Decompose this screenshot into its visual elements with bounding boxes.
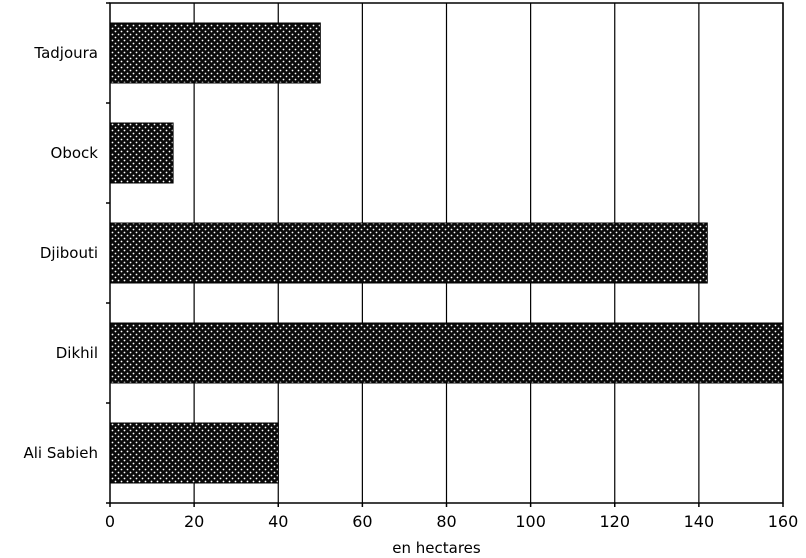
x-tick-label-140: 140 [684, 512, 715, 531]
bars-group [109, 22, 784, 484]
bar-tadjoura [109, 22, 321, 84]
category-label-djibouti: Djibouti [40, 244, 98, 262]
bar-obock [109, 122, 174, 184]
x-tick-label-20: 20 [184, 512, 204, 531]
x-axis-label: en hectares [392, 539, 481, 557]
x-tick-label-60: 60 [352, 512, 372, 531]
labels-group: Tadjoura Obock Djibouti Dikhil Ali Sabieh 0 20… [23, 44, 798, 531]
bar-dikhil [109, 322, 784, 384]
x-tick-label-0: 0 [105, 512, 115, 531]
bar-djibouti [109, 222, 708, 284]
category-label-tadjoura: Tadjoura [33, 44, 98, 62]
x-tick-label-160: 160 [768, 512, 799, 531]
x-tick-label-100: 100 [515, 512, 546, 531]
category-label-dikhil: Dikhil [56, 344, 98, 362]
x-tick-label-120: 120 [599, 512, 630, 531]
axes-group [106, 2, 784, 507]
x-tick-label-80: 80 [436, 512, 456, 531]
category-label-ali-sabieh: Ali Sabieh [23, 444, 98, 462]
bar-ali-sabieh [109, 422, 279, 484]
category-label-obock: Obock [51, 144, 99, 162]
x-tick-label-40: 40 [268, 512, 288, 531]
